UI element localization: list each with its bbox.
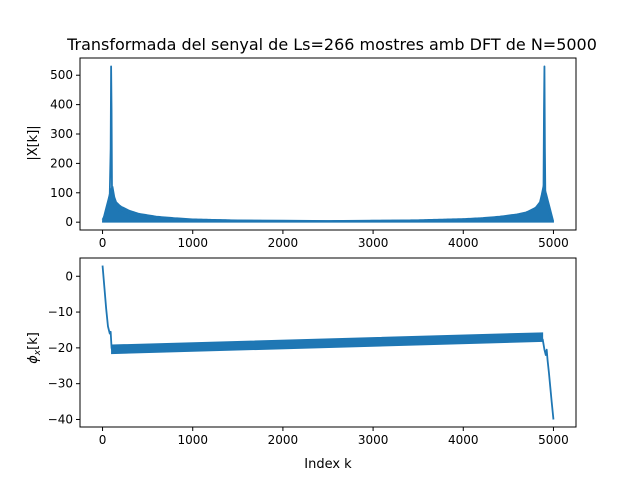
magnitude-x-tick-label: 2000 [268,236,299,250]
phase-x-axis-label: Index k [304,457,352,472]
magnitude-x-tick-label: 5000 [538,236,569,250]
phase-x-tick-label: 3000 [358,433,389,447]
magnitude-y-tick-label: 300 [50,127,73,141]
phase-x-tick-label: 1000 [177,433,208,447]
chart-title: Transformada del senyal de Ls=266 mostre… [66,35,597,54]
phase-y-tick-label: 0 [65,269,73,283]
phase-x-tick-label: 4000 [448,433,479,447]
phase-series-line-1 [101,265,116,353]
magnitude-x-tick-label: 1000 [177,236,208,250]
phase-y-tick-label: −20 [48,341,73,355]
phase-axes-frame [79,257,577,428]
magnitude-oscillation-band [102,185,554,223]
phase-y-tick-label: −40 [48,412,73,426]
magnitude-x-tick-label: 3000 [358,236,389,250]
magnitude-y-tick-label: 400 [50,98,73,112]
magnitude-y-axis-label: |X[k]| [26,125,41,160]
phase-plot-area [101,265,555,420]
phase-y-axis-label: ϕx[k] [26,332,43,364]
phase-index: [k] [26,332,41,350]
magnitude-x-tick-label: 4000 [448,236,479,250]
magnitude-y-tick-label: 100 [50,186,73,200]
phase-series-line-2 [541,338,555,420]
phase-oscillation-band [111,332,544,355]
phase-x-tick-label: 2000 [268,433,299,447]
magnitude-y-tick-label: 0 [65,215,73,229]
phase-plot: Index k ϕx[k] 0 1000 2000 3000 4000 5000 0 −10 −… [26,257,577,472]
phase-y-tick-label: −10 [48,305,73,319]
phase-subscript: x [33,349,43,356]
magnitude-x-tick-label: 0 [99,236,107,250]
magnitude-y-tick-label: 200 [50,156,73,170]
magnitude-plot: Transformada del senyal de Ls=266 mostre… [26,35,597,250]
magnitude-axes-frame [79,57,577,231]
magnitude-y-tick-label: 500 [50,68,73,82]
magnitude-plot-area [101,65,555,223]
phase-x-tick-label: 0 [99,433,107,447]
magnitude-series-line-1 [101,65,555,222]
phase-symbol: ϕ [26,355,41,364]
phase-x-tick-label: 5000 [538,433,569,447]
phase-y-tick-label: −30 [48,377,73,391]
